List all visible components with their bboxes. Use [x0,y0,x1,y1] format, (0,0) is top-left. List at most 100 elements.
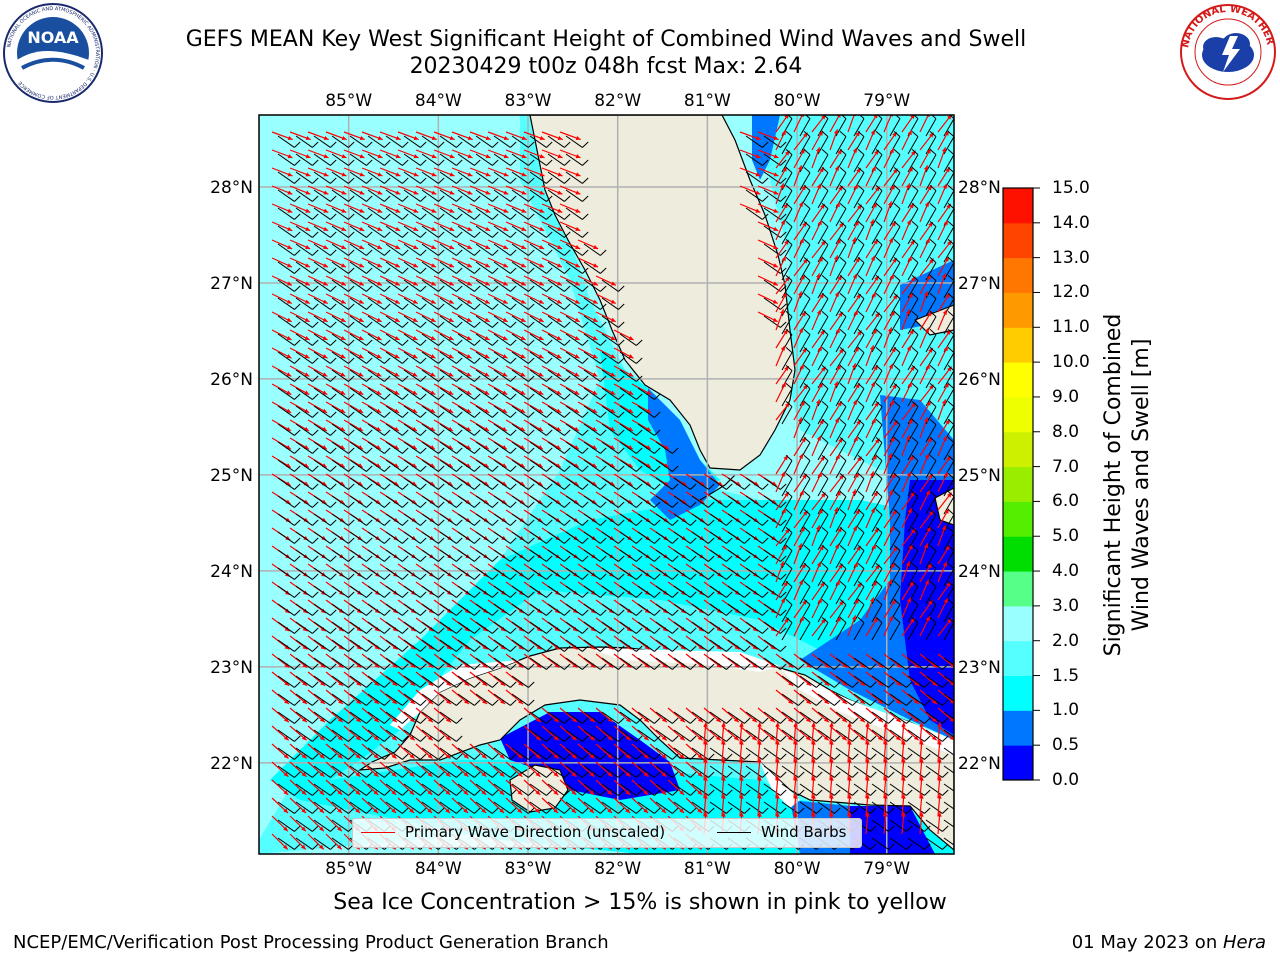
wind-barb-staff [385,207,403,220]
wind-barb-flag [582,717,589,724]
wind-barb-staff [619,549,637,562]
wind-barb-flag [947,526,954,534]
wind-barb-flag [546,555,553,562]
wind-barb-staff [907,604,919,623]
wave-arrow-head [799,364,804,370]
wave-arrow-head [643,808,649,814]
wind-barb-staff [277,333,295,346]
wind-barb-flag [821,130,829,138]
wind-barb-staff [889,675,907,688]
wind-barb-flag [893,562,901,570]
wave-arrow-head [304,390,310,395]
wave-arrow-head [356,681,362,686]
wind-barb-flag [780,195,787,202]
wind-barb-staff [889,244,901,263]
wind-barb-staff [277,387,295,400]
wind-barb-flag [546,177,553,184]
wave-arrow-head [906,219,911,225]
wave-arrow-head [919,740,924,745]
wind-barb-staff [475,459,493,472]
wave-arrow-head [539,208,545,213]
wind-barb-flag [312,267,319,274]
wind-barb-flag [600,501,607,508]
wave-arrow-head [484,281,490,286]
wind-barb-flag [528,339,535,346]
wind-barb-staff [457,423,475,436]
wave-arrow-head [878,663,884,668]
wave-arrow-head [287,135,293,141]
wind-barb-staff [547,657,565,670]
wave-arrow-head [824,681,830,686]
wind-barb-staff [583,549,601,562]
wave-arrow-head [945,545,950,551]
wave-field-0.5m-florida-bay [648,388,720,520]
wind-barb-flag [546,609,553,616]
wave-arrow-head [801,185,806,191]
wind-barb-flag [803,184,811,192]
wave-arrow-head [888,615,893,621]
wind-barb-flag [600,555,607,562]
wind-barb-staff [421,279,439,292]
wind-barb-flag [294,249,301,256]
wind-barb-flag [438,249,445,256]
wave-arrow-head [834,417,839,423]
wind-barb-staff [547,585,565,598]
wind-barb-flag [402,627,409,634]
wind-barb-staff [331,351,349,364]
wind-barb-flag [420,285,427,292]
wave-arrow-head [448,335,454,340]
wave-arrow-head [944,130,949,136]
wave-arrow-head [427,735,433,741]
wind-barb-flag [438,393,445,400]
wave-arrow-head [502,335,508,340]
wave-arrow-head [799,490,804,496]
wind-barb-flag [564,321,571,328]
wave-arrow-head [377,263,383,268]
wind-barb-staff [799,298,811,317]
wind-barb-flag [456,555,463,562]
wave-arrow-head [927,563,932,569]
wind-barb-flag [929,202,937,210]
wind-barb-staff [565,639,583,652]
wind-barb-staff [421,639,439,652]
wind-barb-flag [931,115,937,120]
wind-barb-flag [911,202,919,210]
wind-barb-staff [655,783,673,796]
wind-barb-flag [870,735,877,742]
chart-title: GEFS MEAN Key West Significant Height of… [185,27,1027,52]
wind-barb-flag [420,789,427,796]
wind-barb-flag [762,663,769,670]
wind-barb-flag [474,627,481,634]
wind-barb-flag [564,519,571,526]
wind-barb-staff [835,136,847,155]
wind-barb-flag [654,555,661,562]
wind-barb-staff [349,315,367,328]
wind-barb-staff [817,154,829,173]
wind-barb-flag [803,580,811,588]
wind-barb-staff [457,459,475,472]
wind-barb-staff [853,118,865,137]
wind-barb-flag [785,382,793,390]
wind-barb-staff [295,603,313,616]
wind-barb-flag [528,771,535,778]
wind-barb-staff [565,585,583,598]
wave-arrow-head [703,722,708,727]
wind-barb-flag [348,501,355,508]
wind-barb-staff [583,279,601,292]
wind-barb-staff [331,711,349,724]
wind-barb-staff [493,513,511,526]
wind-barb-staff [547,801,565,814]
wind-barb-flag [582,375,589,382]
wind-barb-flag [839,418,847,426]
wind-barb-flag [438,429,445,436]
wind-barb-flag [929,472,937,480]
wind-barb-flag [618,609,625,616]
wave-arrow-head [287,190,293,195]
wind-barb-flag [618,753,625,760]
wind-barb-flag [906,789,913,796]
wind-barb-staff [277,675,295,688]
wind-barb-staff [655,729,673,742]
wind-barb-flag [312,771,319,778]
wind-barb-staff [367,621,385,634]
wind-barb-flag [456,159,463,166]
